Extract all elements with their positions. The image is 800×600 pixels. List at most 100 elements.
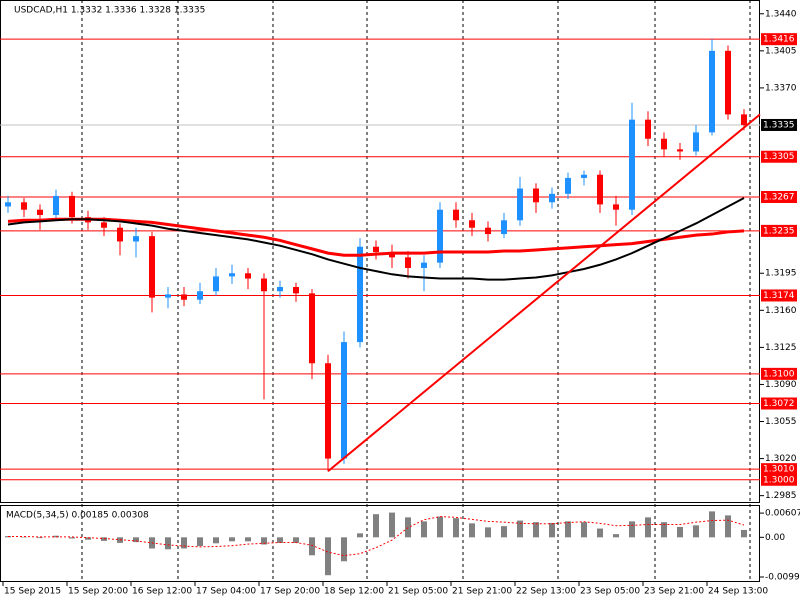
macd-signal [8,516,745,557]
candle-body [277,287,283,292]
macd-bar [373,514,379,538]
macd-bar [21,536,27,538]
candle-body [597,174,603,205]
current-price-box [761,118,797,131]
macd-bar [469,523,475,538]
level-label: 1.3267 [763,192,795,202]
candle-body [421,262,427,268]
candle-body [149,236,155,298]
y-tick-label: 1.3125 [765,343,797,353]
candle-body [533,188,539,203]
macd-bar [165,537,171,550]
macd-bar [661,522,667,538]
macd-bar [693,525,699,538]
x-tick-label: 15 Sep 2015 [4,587,61,597]
candle-body [677,149,683,152]
moving-average [7,197,745,281]
y-tick-label: 1.3405 [765,46,797,56]
candle-body [629,119,635,210]
macd-bar [37,537,43,539]
candle-body [485,227,491,235]
macd-bar [597,528,603,538]
candle-body [405,257,411,268]
level-box [761,397,797,410]
candle-body [389,252,395,258]
candle-body [357,246,363,343]
candle-body [213,276,219,292]
y-tick-label: 1.3090 [765,380,797,390]
moving-average [7,217,745,257]
current-price-label: 1.3335 [763,120,795,130]
candle-body [325,363,331,459]
y-tick-label: 1.3020 [765,454,797,464]
macd-bar [197,537,203,547]
candle-body [501,220,507,235]
level-label: 1.3100 [763,369,795,379]
macd-bar [437,516,443,538]
candle-body [709,50,715,133]
macd-bar [229,537,235,542]
candle-body [5,202,11,207]
x-tick-label: 18 Sep 12:00 [324,587,384,597]
macd-bar [613,534,619,538]
x-tick-label: 24 Sep 13:00 [708,587,768,597]
candle-body [261,278,267,292]
chart-title: USDCAD,H1 1.3332 1.3336 1.3328 1.3335 [14,6,205,16]
macd-bar [325,537,331,576]
level-label: 1.3416 [763,35,795,45]
macd-bar [645,517,651,538]
candle-body [341,342,347,459]
macd-tick-label: 0.00607 [765,509,800,519]
macd-bar [549,522,555,538]
trendline [327,113,761,473]
macd-bar [709,511,715,538]
day-separators [81,0,751,582]
candle-body [197,291,203,300]
main-frame [0,0,760,503]
macd-frame [0,505,760,582]
candle-body [69,195,75,218]
macd-bar [101,537,107,541]
macd-bar [181,537,187,549]
macd-bar [309,537,315,556]
candle-body [565,177,571,194]
level-box [761,367,797,380]
y-tick-label: 1.3370 [765,83,797,93]
macd-bar [277,537,283,543]
macd-title: MACD(5,34,5) 0.00185 0.00308 [6,511,149,521]
macd-bar [741,529,747,538]
candle-body [133,236,139,242]
candle-body [117,227,123,242]
macd-bar [533,522,539,538]
candle-body [453,209,459,221]
macd-bar [517,520,523,538]
candle-body [101,222,107,228]
macd-bar [293,537,299,543]
level-label: 1.3000 [763,475,795,485]
macd-bar [421,521,427,538]
level-label: 1.3072 [763,399,795,409]
level-box [761,289,797,302]
candle-body [693,132,699,152]
macd-tick-label: -0.00995 [765,573,800,583]
candle-body [661,138,667,150]
candle-body [373,246,379,253]
candle-body [37,209,43,215]
y-tick-label: 1.3440 [765,9,797,19]
y-tick-label: 1.3160 [765,306,797,316]
candle-body [229,273,235,277]
level-box [761,190,797,203]
macd-bar [357,533,363,538]
x-tick-label: 23 Sep 05:00 [580,587,640,597]
macd-bar [389,512,395,538]
level-box [761,33,797,46]
candle-body [517,188,523,221]
macd-bar [565,521,571,538]
macd-bar [725,515,731,538]
y-tick-label: 1.3055 [765,417,797,427]
macd-bar [341,537,347,562]
y-tick-label: 1.2985 [765,491,797,501]
macd-bar [85,537,91,540]
candle-body [741,114,747,125]
